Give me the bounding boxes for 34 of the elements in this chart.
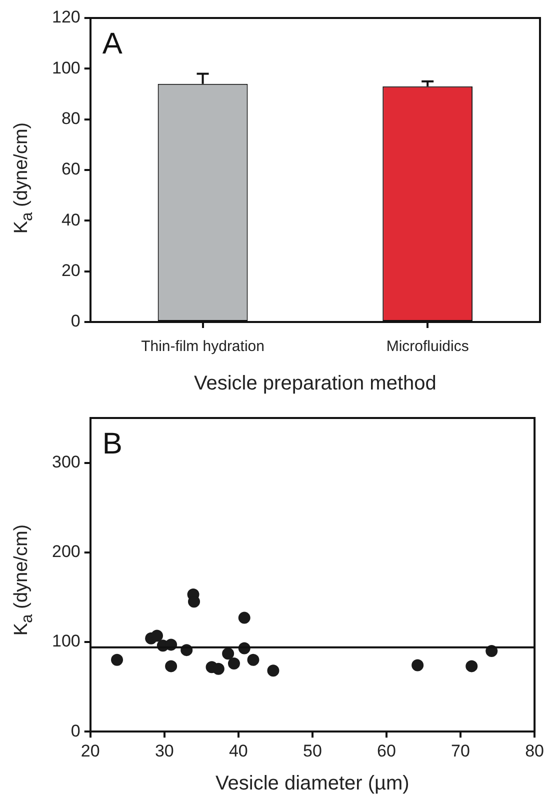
y-tick-label: 80	[61, 109, 80, 128]
x-tick-label: 80	[525, 741, 544, 760]
point	[238, 612, 250, 624]
x-axis-title: Vesicle preparation method	[194, 372, 436, 395]
point	[412, 659, 424, 672]
y-tick-label: 40	[61, 210, 80, 230]
y-tick-label: 100	[52, 632, 80, 651]
x-tick-label: 60	[377, 741, 396, 760]
x-tick-label: 70	[451, 741, 470, 760]
x-tick-label: 40	[228, 741, 248, 760]
x-tick-label: 50	[302, 741, 322, 760]
point	[247, 654, 260, 666]
y-tick-label: 0	[70, 312, 80, 331]
y-tick-label: 120	[52, 8, 80, 27]
point	[228, 658, 240, 670]
point	[212, 662, 224, 675]
annotation: A	[102, 27, 122, 60]
point	[165, 660, 178, 672]
y-tick-label: 200	[52, 542, 80, 562]
point	[466, 660, 478, 672]
point	[222, 648, 234, 660]
point	[150, 630, 163, 642]
point	[111, 654, 124, 666]
x-tick-label: 30	[154, 741, 174, 760]
x-tick-label: Microfluidics	[386, 338, 469, 356]
annotation: B	[102, 427, 122, 460]
y-tick-label: 300	[52, 452, 80, 472]
x-tick-label: Thin-film hydration	[141, 338, 264, 356]
y-tick-label: 100	[52, 58, 80, 78]
x-axis-title: Vesicle diameter (µm)	[216, 772, 410, 795]
y-tick-label: 20	[61, 261, 80, 280]
y-tick-label: 0	[70, 721, 80, 740]
y-tick-label: 60	[61, 160, 80, 179]
point	[267, 664, 280, 677]
